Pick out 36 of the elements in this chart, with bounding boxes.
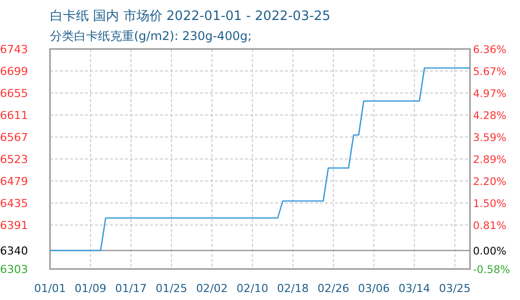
x-tick-label: 03/25 bbox=[438, 282, 471, 295]
x-tick-label: 02/26 bbox=[318, 282, 350, 295]
y2-tick-label: 5.67% bbox=[473, 66, 506, 78]
line-series bbox=[49, 67, 471, 252]
x-tick-label: 01/25 bbox=[156, 282, 188, 295]
y2-tick-label: 4.28% bbox=[473, 110, 506, 122]
y-tick-label: 6655 bbox=[0, 87, 28, 100]
y-tick-label: 6567 bbox=[0, 131, 28, 144]
x-tick-label: 02/02 bbox=[196, 282, 228, 295]
y-tick-label: 6391 bbox=[0, 219, 28, 232]
x-tick-label: 01/09 bbox=[74, 282, 106, 295]
chart-subtitle: 分类白卡纸克重(g/m2): 230g-400g; bbox=[50, 29, 252, 43]
y-tick-label: 6303 bbox=[0, 263, 28, 276]
y-tick-label: 6479 bbox=[0, 175, 28, 188]
y2-tick-label: 2.20% bbox=[473, 176, 506, 188]
y-tick-label: 6743 bbox=[0, 43, 28, 56]
y2-tick-label: 4.97% bbox=[473, 88, 506, 100]
y-tick-label: 6340 bbox=[0, 244, 28, 258]
x-tick-label: 02/10 bbox=[236, 282, 268, 295]
y2-tick-label: 0.81% bbox=[473, 220, 506, 232]
x-tick-label: 03/14 bbox=[398, 282, 430, 295]
x-tick-label: 01/01 bbox=[34, 282, 66, 295]
y-tick-label: 6435 bbox=[0, 197, 28, 210]
y-tick-label: 6523 bbox=[0, 153, 28, 166]
y2-tick-label: 2.89% bbox=[473, 154, 506, 166]
y-tick-label: 6611 bbox=[0, 109, 28, 122]
y2-tick-label: -0.58% bbox=[473, 264, 510, 276]
y2-tick-label: 3.59% bbox=[473, 132, 506, 144]
y2-tick-label: 6.36% bbox=[473, 44, 506, 56]
x-tick-label: 01/17 bbox=[115, 282, 147, 295]
chart-title: 白卡纸 国内 市场价 2022-01-01 - 2022-03-25 bbox=[50, 9, 330, 24]
x-tick-label: 03/06 bbox=[358, 282, 390, 295]
x-tick-label: 02/18 bbox=[277, 282, 309, 295]
y2-tick-label: 0.00% bbox=[473, 246, 506, 258]
y-tick-label: 6699 bbox=[0, 65, 28, 78]
y2-tick-label: 1.50% bbox=[473, 198, 506, 210]
